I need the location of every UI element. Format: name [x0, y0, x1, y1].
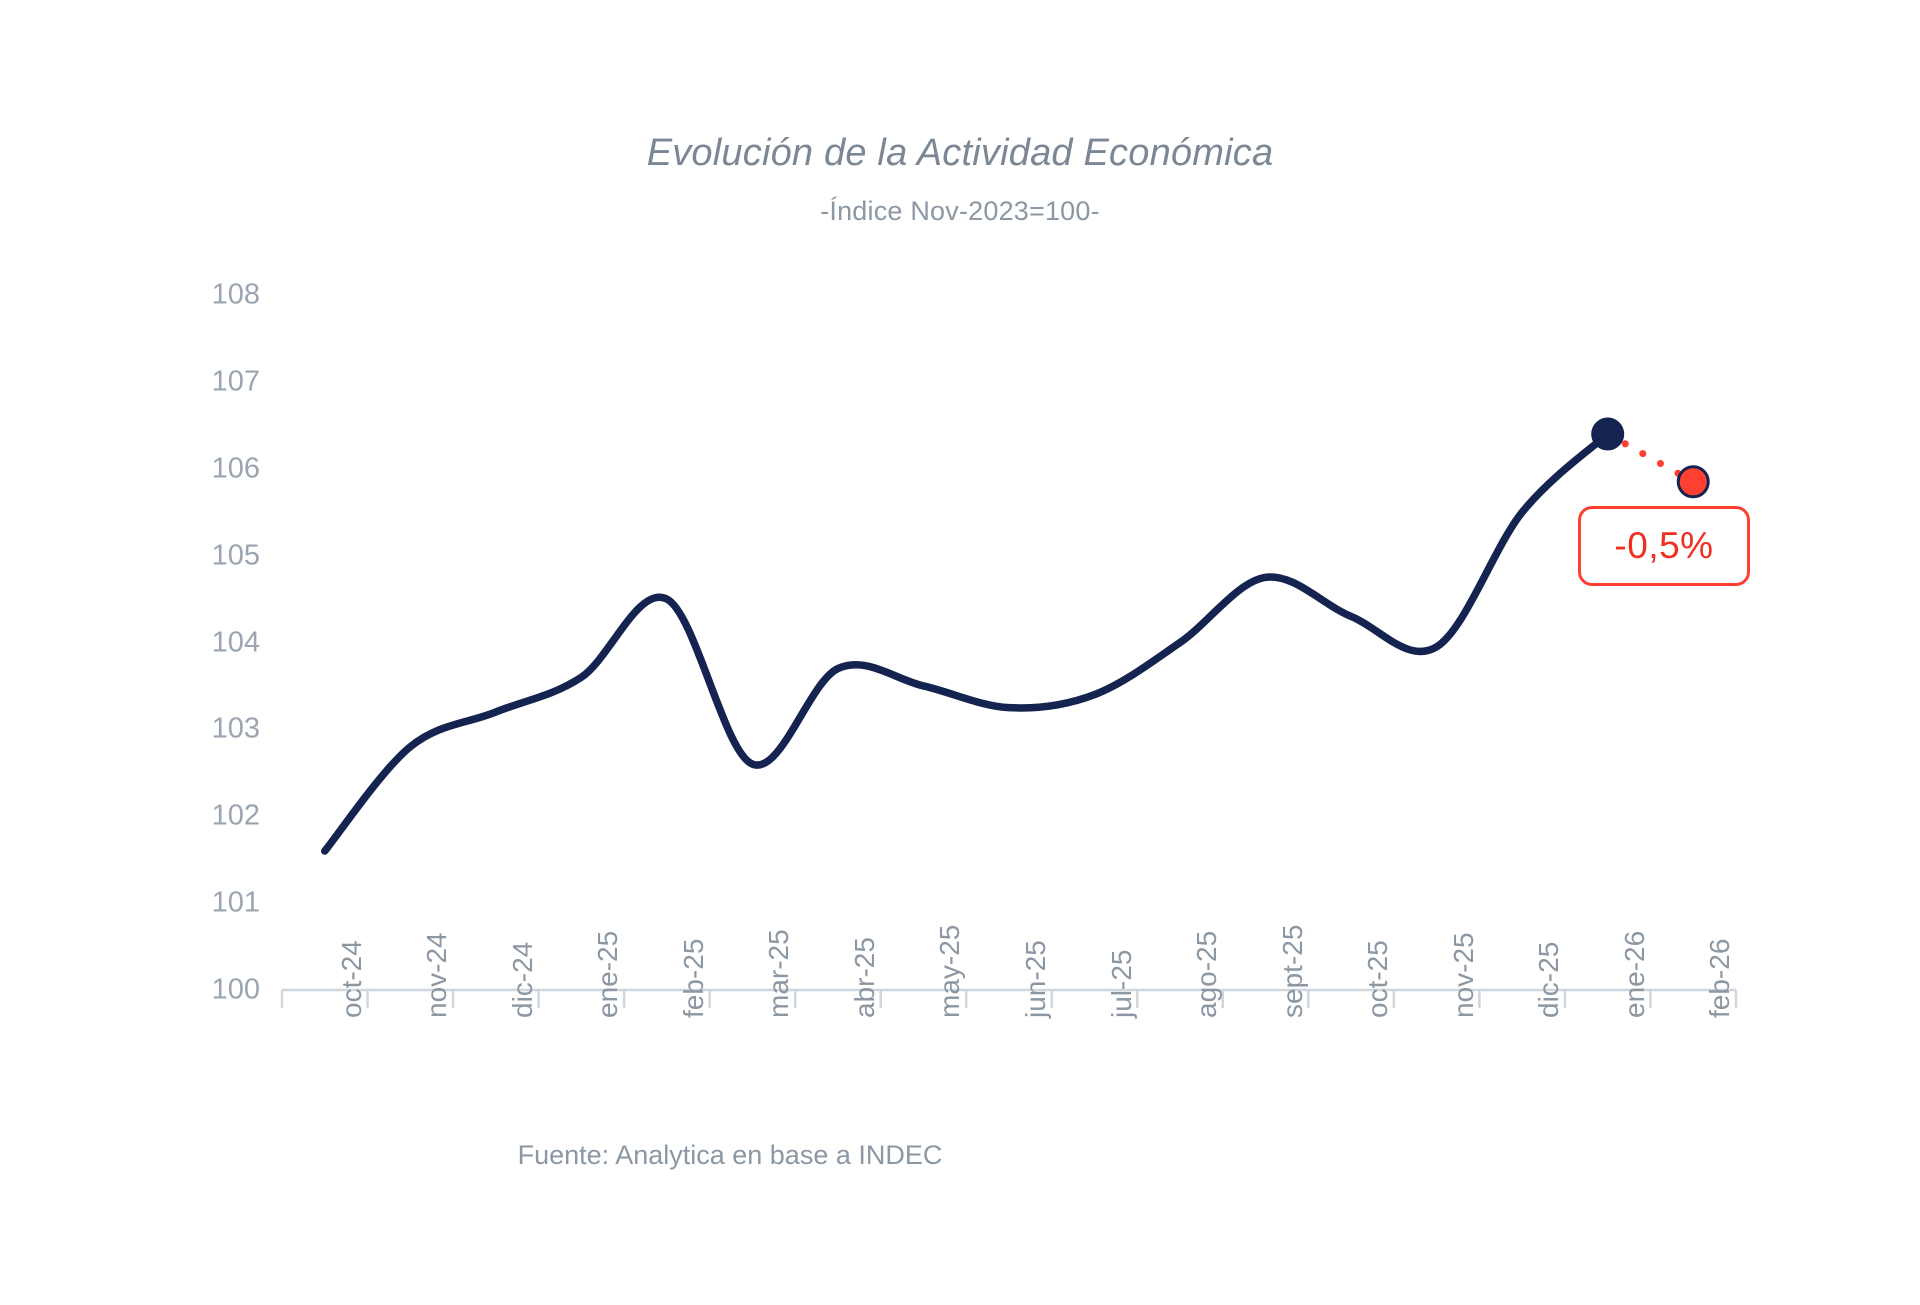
x-axis-tick-label: ene-25	[592, 930, 624, 1018]
delta-badge-label: -0,5%	[1614, 525, 1714, 566]
status-badge: -0,5%	[1578, 506, 1750, 586]
y-axis-tick-label: 102	[211, 799, 260, 832]
x-axis-tick-label: nov-25	[1447, 932, 1479, 1018]
x-axis-tick-label: ago-25	[1191, 930, 1223, 1018]
x-axis-tick-label: abr-25	[848, 937, 880, 1018]
x-axis-tick-label: nov-24	[421, 932, 453, 1018]
y-axis-tick-label: 106	[211, 452, 260, 485]
x-axis-tick-label: jun-25	[1020, 940, 1051, 1018]
y-axis-tick-label: 105	[211, 539, 260, 572]
y-axis-tick-label: 108	[211, 278, 260, 311]
chart-title: Evolución de la Actividad Económica	[646, 132, 1274, 174]
y-axis-tick-label: 101	[211, 886, 260, 919]
x-axis-tick-label: oct-24	[335, 940, 367, 1018]
x-axis-tick-label: dic-25	[1533, 941, 1565, 1018]
x-axis-tick-label: feb-25	[677, 938, 709, 1018]
y-axis: 108 107 106 105 104 103 102 101 100	[50, 0, 260, 1305]
data-point-marker	[1676, 465, 1710, 499]
x-axis-tick-label: oct-25	[1362, 940, 1394, 1018]
x-axis-tick-label: dic-24	[506, 941, 538, 1018]
x-axis-tick-label: feb-26	[1704, 938, 1736, 1018]
y-axis-tick-label: 107	[211, 365, 260, 398]
data-point-marker	[1591, 417, 1625, 451]
x-axis-tick-label: may-25	[934, 924, 966, 1018]
x-axis-tick-label: sept-25	[1276, 924, 1308, 1018]
y-axis-tick-label: 104	[211, 626, 260, 658]
y-axis-tick-label: 103	[211, 712, 260, 745]
y-axis-tick-label: 100	[211, 973, 260, 1006]
x-axis-tick-label: jul-25	[1105, 949, 1137, 1018]
chart-subtitle: -Índice Nov-2023=100-	[820, 196, 1100, 226]
x-axis-tick-label: mar-25	[763, 929, 795, 1018]
series-line	[321, 430, 1612, 855]
chart-source-note: Fuente: Analytica en base a INDEC	[517, 1140, 943, 1170]
x-axis-tick-label: ene-26	[1618, 930, 1650, 1018]
